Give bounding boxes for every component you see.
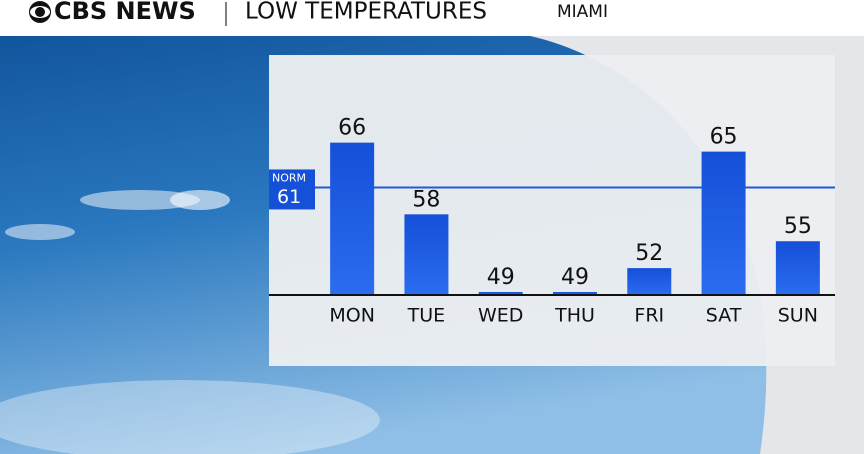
value-label: 49 xyxy=(561,265,589,290)
cloud xyxy=(170,190,230,210)
cloud xyxy=(0,380,380,454)
x-tick-label: FRI xyxy=(634,305,664,327)
bar xyxy=(404,214,449,295)
header-bar xyxy=(0,0,864,36)
value-label: 65 xyxy=(710,125,738,150)
bar xyxy=(701,151,746,295)
norm-value: 61 xyxy=(277,186,301,208)
x-tick-label: THU xyxy=(554,305,595,327)
cloud xyxy=(5,224,75,240)
brand: CBS NEWS xyxy=(54,0,196,25)
value-label: 55 xyxy=(784,214,812,239)
value-label: 66 xyxy=(338,116,366,141)
bar xyxy=(775,241,820,295)
chart-title: LOW TEMPERATURES xyxy=(245,0,487,25)
norm-label: NORM xyxy=(272,171,306,184)
value-label: 58 xyxy=(412,187,440,212)
cbs-eye xyxy=(29,1,51,23)
bar xyxy=(478,292,523,295)
x-tick-label: MON xyxy=(329,305,375,327)
bar xyxy=(553,292,597,295)
value-label: 52 xyxy=(635,241,663,266)
cloud xyxy=(80,190,200,210)
chart-subtitle: MIAMI xyxy=(557,2,608,22)
norm-box xyxy=(269,169,315,210)
x-tick-label: WED xyxy=(478,305,523,327)
x-tick-label: SAT xyxy=(706,305,742,327)
x-tick-label: SUN xyxy=(778,305,818,327)
bar xyxy=(330,142,375,295)
x-tick-label: TUE xyxy=(407,305,446,327)
bar xyxy=(627,268,672,295)
value-label: 49 xyxy=(487,265,515,290)
